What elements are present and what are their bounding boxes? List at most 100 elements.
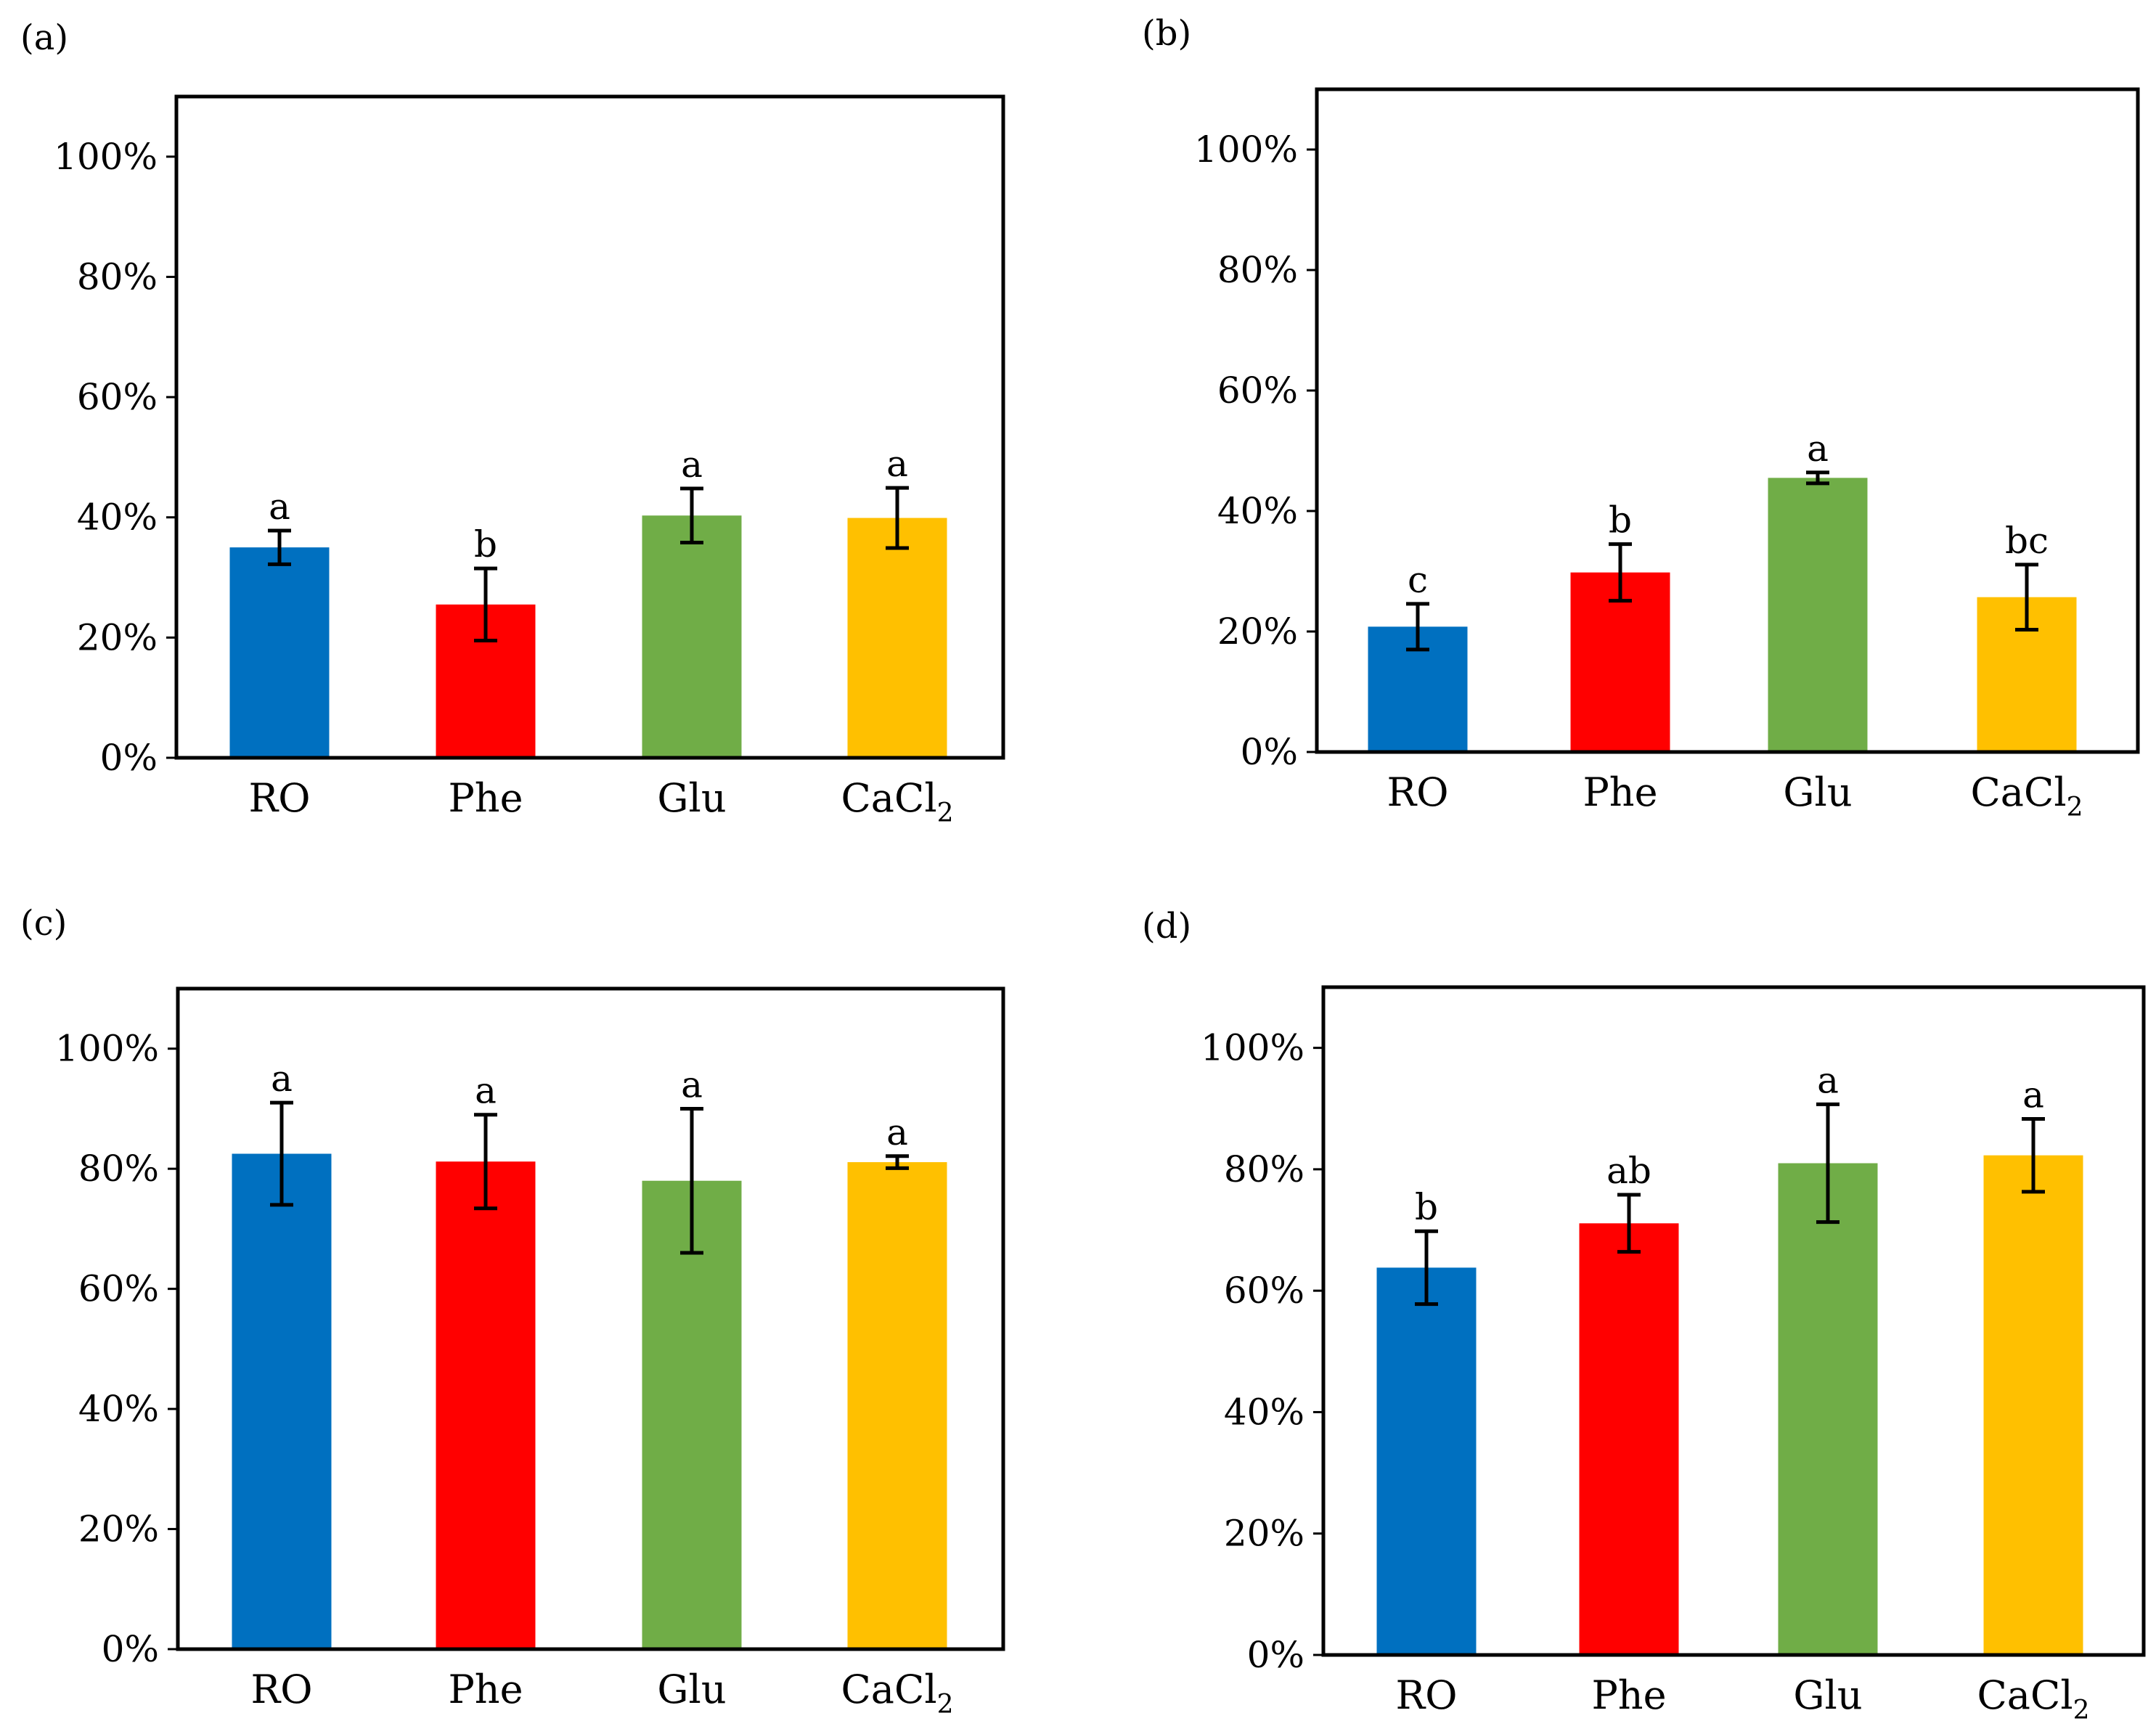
y-tick-label: 100% [54,136,158,178]
y-tick-label: 40% [1217,490,1298,532]
significance-label: c [1408,559,1428,601]
significance-label: a [886,1111,908,1153]
y-tick-label: 60% [1224,1270,1304,1312]
category-label: Phe [1583,769,1657,815]
category-label: CaCl2 [841,775,953,828]
category-label-main: Glu [657,775,726,821]
category-label-main: Glu [1783,769,1852,815]
significance-label: a [271,1058,293,1100]
category-label: CaCl2 [841,1667,953,1720]
bar-cacl2 [847,518,947,758]
panel-label: (b) [1142,13,1191,54]
category-label: RO [249,775,311,821]
category-label-main: CaCl [1977,1672,2073,1718]
category-label-main: Phe [448,1667,523,1712]
category-label-main: RO [249,775,311,821]
significance-label: b [1415,1186,1438,1228]
category-label: RO [251,1667,313,1712]
panel-label: (a) [20,17,68,58]
category-label: Glu [1783,769,1852,815]
y-tick-label: 20% [1224,1513,1304,1555]
bar-cacl2 [847,1162,947,1649]
y-tick-label: 100% [1194,128,1298,171]
panel-d: (d) 0% 20% 40% 60% 80% 100% b RO ab Phe a Glu a CaCl2 [1142,906,2146,1721]
plot-frame [1321,985,2146,1657]
y-tick-label: 80% [1217,249,1298,291]
category-label: CaCl2 [1977,1672,2089,1721]
y-tick-label: 0% [1241,731,1298,773]
y-tick-label: 80% [78,1148,159,1190]
significance-label: a [1817,1059,1839,1101]
category-label: CaCl2 [1970,769,2083,822]
category-label-main: Phe [448,775,523,821]
significance-label: a [1807,428,1829,470]
panel-a: (a) 0% 20% 40% 60% 80% 100% a RO b Phe a Glu a CaCl2 [20,17,1005,828]
category-label: Glu [657,775,726,821]
significance-label: bc [2005,520,2049,562]
plot-frame [174,94,1005,760]
y-tick-label: 40% [1224,1391,1304,1433]
y-tick-label: 40% [78,1388,159,1430]
category-label-subscript: 2 [2067,793,2083,822]
category-label-main: Glu [657,1667,726,1712]
plot-frame [1315,87,2140,754]
y-tick-label: 20% [78,1508,159,1550]
y-tick-label: 100% [55,1028,159,1070]
category-label-main: Phe [1591,1672,1666,1718]
y-tick-label: 0% [102,1628,159,1670]
category-label-main: RO [1396,1672,1458,1718]
significance-label: a [475,1070,497,1112]
category-label: RO [1387,769,1449,815]
category-label-main: CaCl [841,1667,936,1712]
category-label: Phe [448,1667,523,1712]
category-label-subscript: 2 [937,798,954,828]
category-label-subscript: 2 [937,1690,954,1720]
y-tick-label: 80% [1224,1148,1304,1190]
plot-frame [176,986,1005,1651]
category-label-subscript: 2 [2073,1696,2090,1721]
y-tick-label: 20% [1217,610,1298,653]
significance-label: ab [1606,1150,1651,1192]
category-label-main: CaCl [1970,769,2066,815]
significance-label: b [474,523,497,565]
bar-glu [642,1180,742,1649]
y-tick-label: 80% [77,256,158,298]
significance-label: a [2022,1074,2044,1116]
significance-label: b [1609,499,1632,541]
bar-glu [1768,478,1868,752]
category-label-main: RO [1387,769,1449,815]
y-tick-label: 60% [78,1268,159,1310]
bar-glu [1778,1163,1878,1655]
category-label: Glu [1793,1672,1862,1718]
significance-label: a [269,486,290,528]
significance-label: a [681,443,703,486]
panel-c: (c) 0% 20% 40% 60% 80% 100% a RO a Phe a Glu a CaCl2 [20,903,1005,1720]
y-tick-label: 0% [100,737,158,779]
y-tick-label: 20% [77,616,158,658]
significance-label: a [886,443,908,485]
category-label: Phe [448,775,523,821]
bar-cacl2 [1983,1155,2083,1655]
category-label-main: RO [251,1667,313,1712]
panel-label: (c) [20,903,67,944]
category-label: Glu [657,1667,726,1712]
bar-ro [1376,1267,1477,1655]
y-tick-label: 60% [77,376,158,418]
y-tick-label: 60% [1217,369,1298,412]
bar-ro [229,547,330,758]
category-label-main: Phe [1583,769,1657,815]
category-label: RO [1396,1672,1458,1718]
y-tick-label: 40% [77,496,158,539]
panel-label: (d) [1142,906,1191,947]
bar-ro [232,1153,332,1649]
category-label: Phe [1591,1672,1666,1718]
bar-glu [642,515,742,758]
y-tick-label: 0% [1247,1634,1304,1676]
category-label-main: Glu [1793,1672,1862,1718]
category-label-main: CaCl [841,775,936,821]
panel-b: (b) 0% 20% 40% 60% 80% 100% c RO b Phe a Glu bc CaCl2 [1142,13,2140,822]
y-tick-label: 100% [1201,1027,1304,1069]
bar-phe [436,1161,536,1649]
significance-label: a [681,1063,703,1105]
